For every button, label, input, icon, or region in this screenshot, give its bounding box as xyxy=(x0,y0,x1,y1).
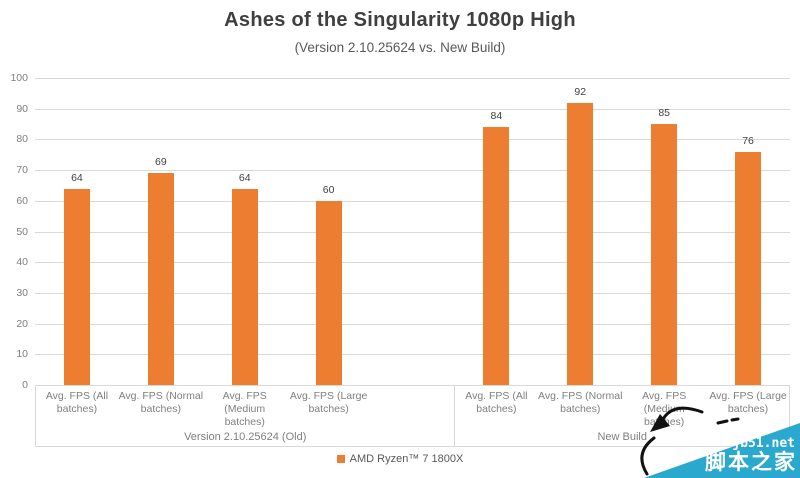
watermark-brand-text: 脚本之家 xyxy=(705,450,797,474)
group-label-new: New Build xyxy=(597,431,647,443)
legend-label: AMD Ryzen™ 7 1800X xyxy=(349,453,464,465)
bar xyxy=(651,124,678,385)
gridline xyxy=(35,78,790,79)
bar-value-label: 69 xyxy=(154,156,167,169)
watermark-site-text: jb51.net xyxy=(732,436,795,451)
legend-swatch-icon xyxy=(336,455,345,463)
y-tick-label: 100 xyxy=(10,72,28,84)
bar-value-label: 64 xyxy=(71,171,83,184)
plot-area: 64 69 64 60 84 92 85 76 xyxy=(35,78,790,386)
bar-value-label: 84 xyxy=(490,110,503,123)
chart-title: Ashes of the Singularity 1080p High xyxy=(224,9,576,31)
category-axis-band: Version 2.10.25624 (Old) New Build Avg. … xyxy=(35,385,790,447)
y-tick-label: 0 xyxy=(22,379,28,391)
bar xyxy=(483,127,510,385)
category-label: Avg. FPS (All batches) xyxy=(465,390,528,415)
y-tick-label: 80 xyxy=(16,133,28,146)
group-cell-old: Version 2.10.25624 (Old) xyxy=(35,386,454,446)
y-tick-label: 10 xyxy=(16,348,28,361)
category-label: Avg. FPS (Medium batches) xyxy=(222,390,267,428)
bar xyxy=(231,188,258,385)
category-label: Avg. FPS (Large batches) xyxy=(709,390,787,415)
chart-subtitle: (Version 2.10.25624 vs. New Build) xyxy=(294,40,506,55)
bar xyxy=(567,102,594,385)
group-cell-new: New Build xyxy=(454,386,790,446)
y-tick-label: 50 xyxy=(16,225,28,238)
bar-value-label: 64 xyxy=(238,171,251,184)
bar-value-label: 76 xyxy=(742,134,754,147)
gridline xyxy=(35,354,790,356)
legend: AMD Ryzen™ 7 1800X xyxy=(0,453,800,465)
y-tick-label: 90 xyxy=(16,102,28,115)
bar-value-label: 85 xyxy=(658,107,670,120)
bar-value-label: 92 xyxy=(574,85,587,98)
group-cells: Version 2.10.25624 (Old) New Build xyxy=(35,386,790,446)
y-tick-label: 70 xyxy=(16,164,28,177)
gridline xyxy=(35,323,790,325)
category-label: Avg. FPS (Normal batches) xyxy=(118,390,204,415)
gridline xyxy=(35,170,790,172)
bar-value-label: 60 xyxy=(322,183,335,196)
gridline xyxy=(35,262,790,264)
y-tick-label: 20 xyxy=(16,317,28,330)
group-label-old: Version 2.10.25624 (Old) xyxy=(184,431,307,443)
bar xyxy=(315,200,342,385)
bar xyxy=(735,151,762,385)
category-label: Avg. FPS (All batches) xyxy=(45,390,109,415)
y-axis: 0 10 20 30 40 50 60 70 80 90 100 xyxy=(0,72,28,391)
gridline xyxy=(35,231,790,233)
category-labels: Avg. FPS (All batches) Avg. FPS (Normal b… xyxy=(35,390,790,430)
bar xyxy=(63,188,90,385)
y-tick-label: 60 xyxy=(16,194,28,207)
y-tick-label: 30 xyxy=(16,286,28,299)
watermark-triangle xyxy=(644,423,800,478)
category-label: Avg. FPS (Normal batches) xyxy=(538,390,623,415)
gridline xyxy=(35,200,790,202)
y-tick-label: 40 xyxy=(16,256,28,269)
category-label: Avg. FPS (Large batches) xyxy=(289,390,368,415)
gridline xyxy=(35,139,790,141)
gridline xyxy=(35,108,790,110)
gridline xyxy=(35,292,790,294)
bar xyxy=(147,173,174,385)
